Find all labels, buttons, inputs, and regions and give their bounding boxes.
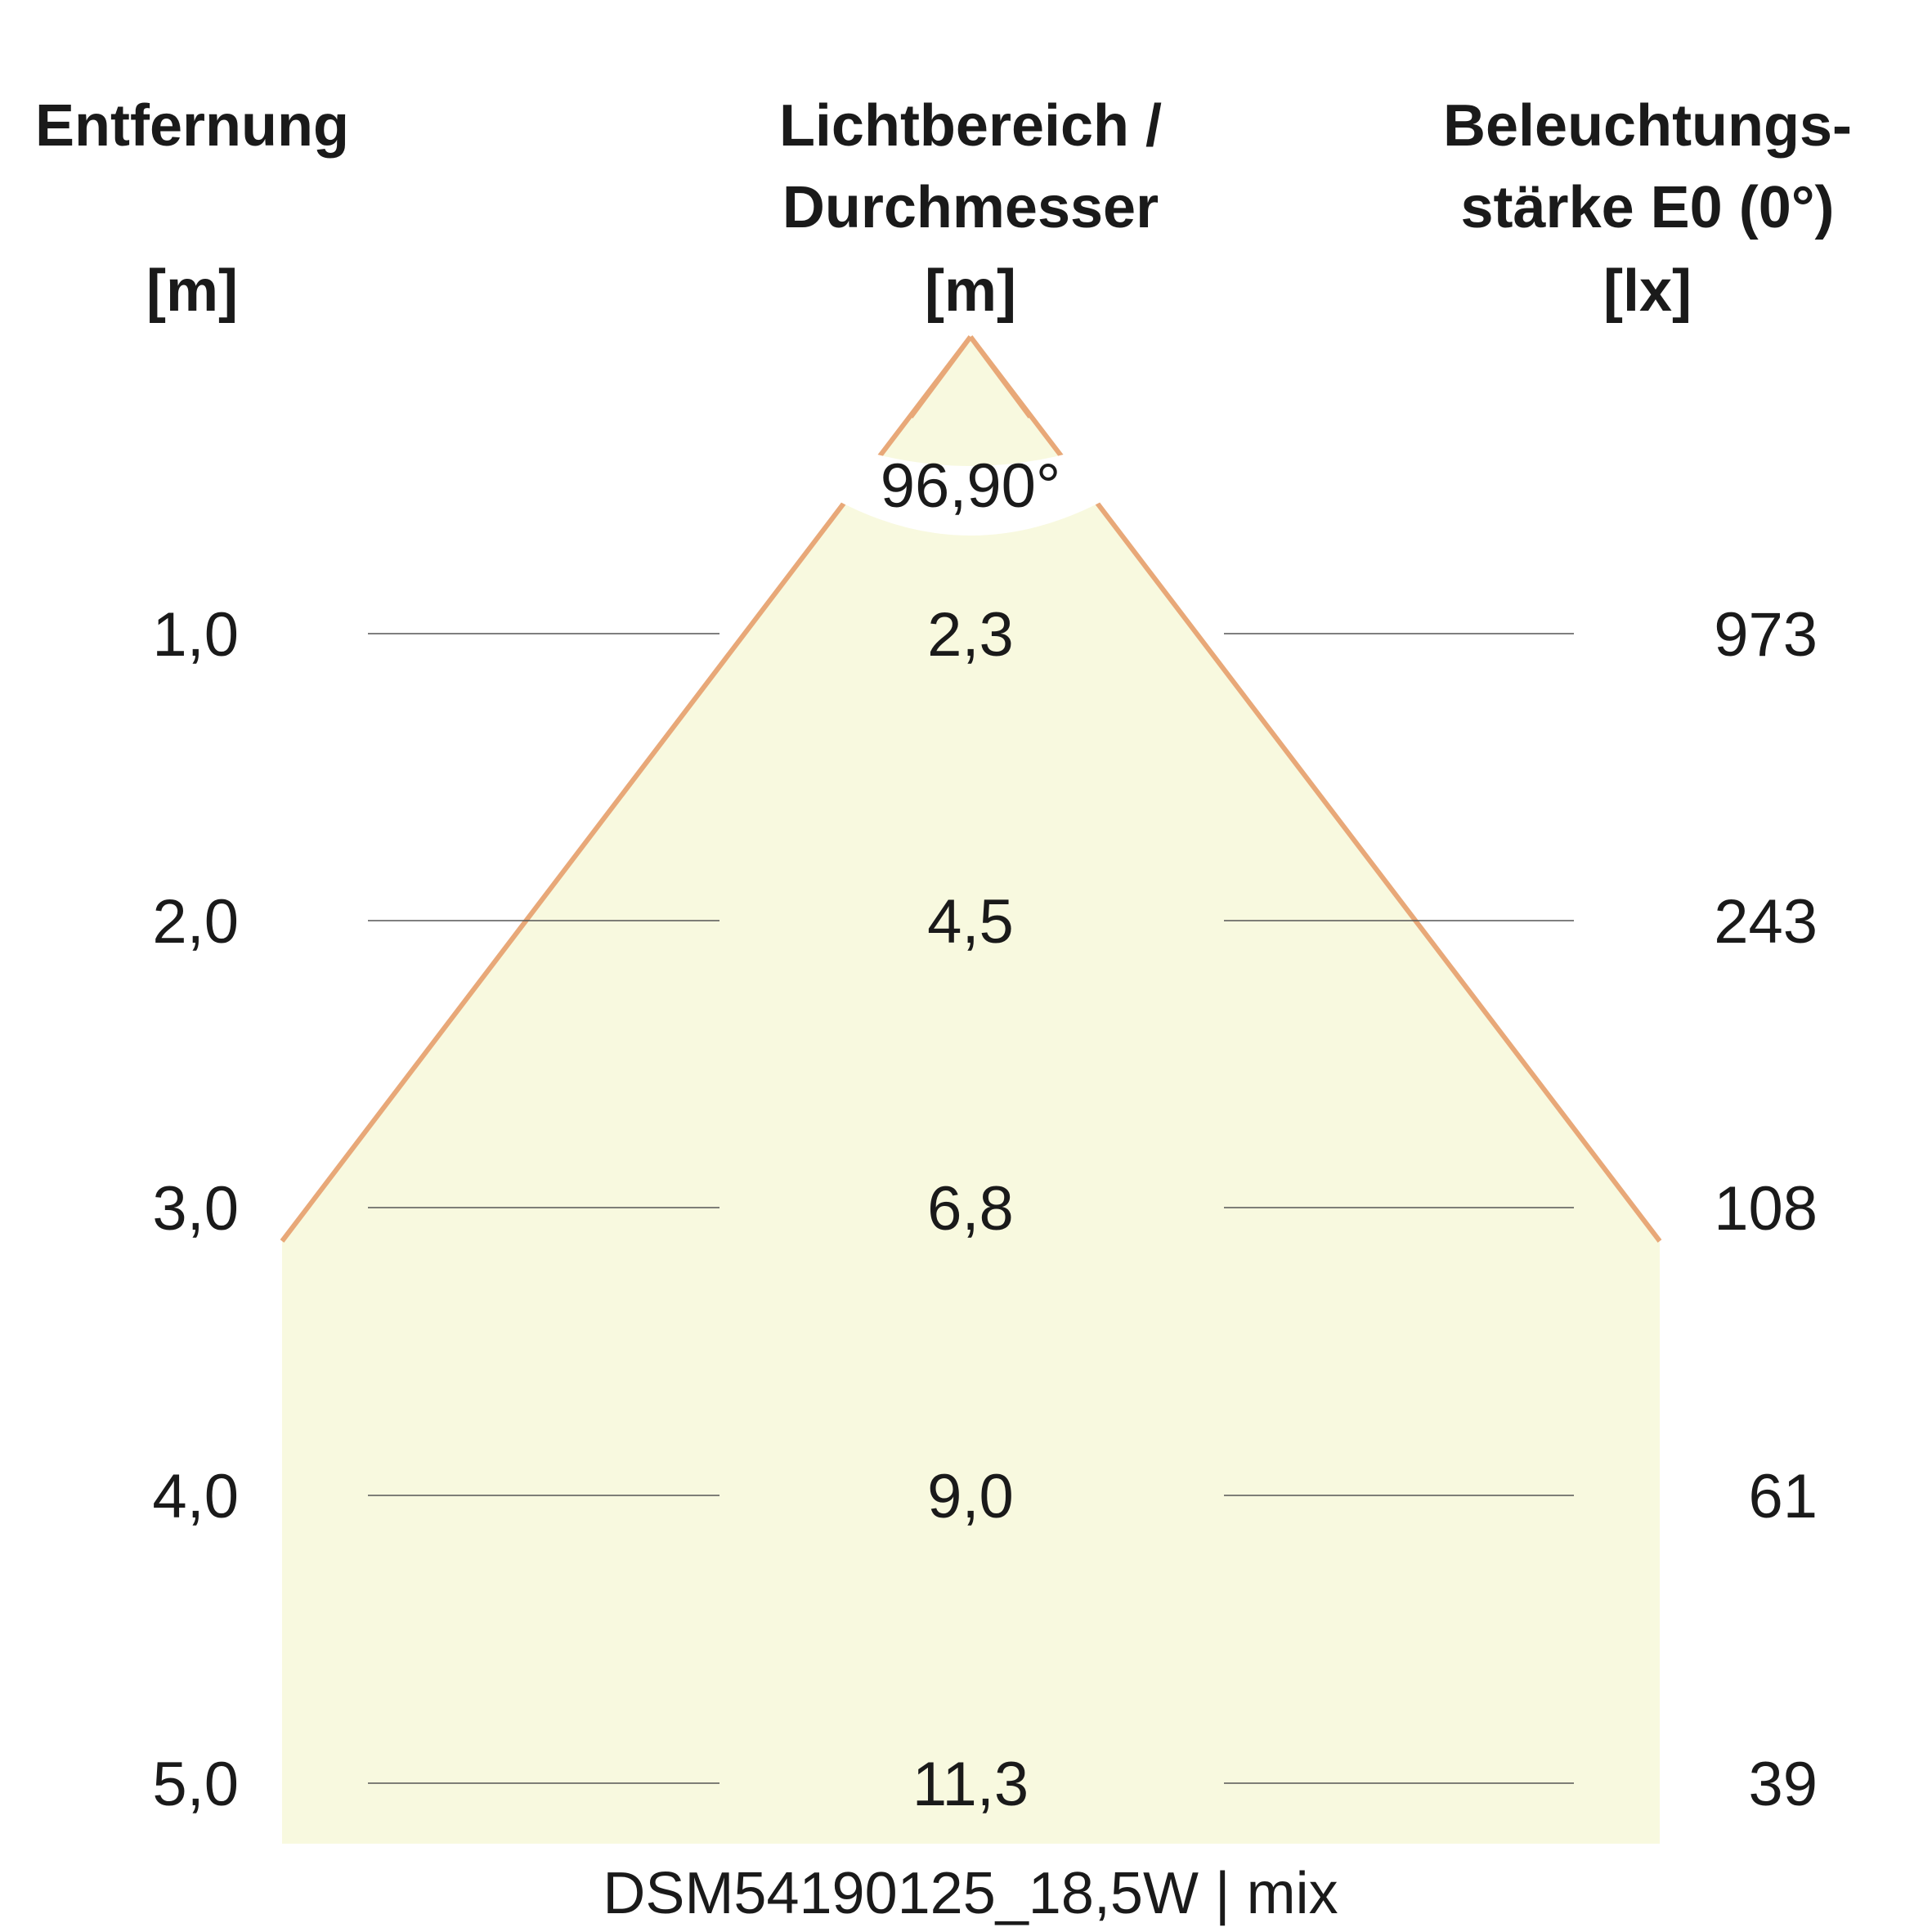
row-distance: 4,0 [152,1462,239,1531]
header-illuminance-unit: [lx] [1603,258,1692,324]
row-distance: 1,0 [152,600,239,670]
light-cone-apex [912,337,1029,433]
row-2: 2,0 4,5 243 [152,887,1818,957]
row-diameter: 9,0 [927,1462,1014,1531]
header-diameter-subtitle: Durchmesser [782,175,1159,240]
row-4: 4,0 9,0 61 [152,1462,1818,1531]
row-3: 3,0 6,8 108 [152,1174,1818,1244]
row-lux: 108 [1714,1174,1818,1244]
beam-angle-label: 96,90° [881,451,1061,521]
row-diameter: 4,5 [927,887,1014,957]
row-1: 1,0 2,3 973 [152,600,1818,670]
row-lux: 973 [1714,600,1818,670]
row-diameter: 11,3 [912,1750,1029,1819]
header-illuminance-title: Beleuchtungs- [1443,93,1852,159]
row-diameter: 2,3 [927,600,1014,670]
row-lux: 61 [1748,1462,1818,1531]
header-illuminance-subtitle: stärke E0 (0°) [1460,175,1834,240]
header-distance-unit: [m] [146,258,238,324]
row-5: 5,0 11,3 39 [152,1750,1818,1819]
light-cone-apex-edge-right [968,335,1033,419]
footer-product-label: DSM54190125_18,5W | mix [603,1861,1338,1926]
light-cone-fill [282,337,1660,1844]
row-distance: 5,0 [152,1750,239,1819]
row-lux: 243 [1714,887,1818,957]
header-diameter-title: Lichtbereich / [779,93,1162,159]
row-diameter: 6,8 [927,1174,1014,1244]
header-distance-title: Entfernung [35,93,349,159]
header-diameter-unit: [m] [925,258,1016,324]
beam-angle-label-gap [834,442,1107,536]
row-lux: 39 [1748,1750,1818,1819]
light-cone-apex-edge-left [908,335,973,419]
row-distance: 2,0 [152,887,239,957]
row-distance: 3,0 [152,1174,239,1244]
